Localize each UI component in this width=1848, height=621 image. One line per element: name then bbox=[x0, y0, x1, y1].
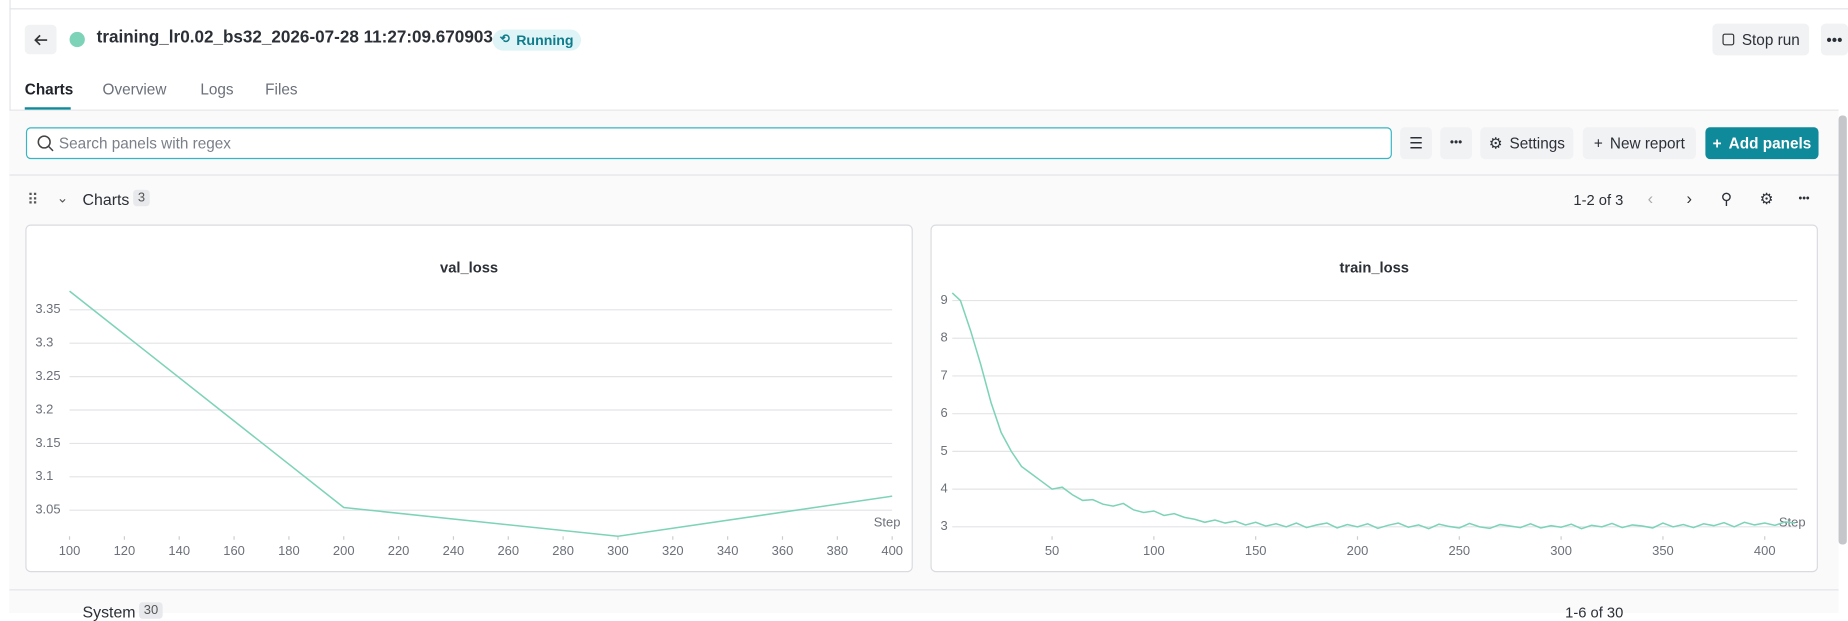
x-tick-label: 350 bbox=[1652, 543, 1674, 558]
x-tick-label: 140 bbox=[168, 543, 190, 558]
y-tick-label: 3.2 bbox=[35, 401, 53, 416]
filter-button[interactable]: ☰ bbox=[1400, 127, 1432, 160]
active-tab-underline bbox=[24, 107, 71, 110]
back-icon bbox=[33, 34, 47, 45]
y-tick-label: 3.05 bbox=[35, 502, 60, 517]
search-icon bbox=[37, 135, 54, 152]
status-dot bbox=[69, 31, 85, 48]
data-line bbox=[69, 290, 893, 538]
section-title: Charts bbox=[82, 190, 130, 209]
plus-icon: + bbox=[1593, 134, 1603, 153]
chart-title: train_loss bbox=[1339, 261, 1409, 277]
tab[interactable]: Files bbox=[265, 80, 298, 98]
y-tick-label: 6 bbox=[940, 405, 947, 420]
panel bbox=[25, 224, 913, 573]
x-tick-label: 320 bbox=[662, 543, 684, 558]
back-button[interactable] bbox=[24, 24, 57, 55]
x-tick-label: 300 bbox=[1550, 543, 1572, 558]
pin-button[interactable]: ⚲ bbox=[1720, 189, 1732, 208]
y-tick-label: 3.3 bbox=[35, 335, 53, 350]
stop-run-button[interactable]: Stop run bbox=[1712, 23, 1810, 56]
pagination: 1-2 of 3 bbox=[1573, 192, 1624, 209]
top-border bbox=[9, 0, 1848, 10]
tab[interactable]: Overview bbox=[102, 80, 167, 98]
prev-page[interactable]: ‹ bbox=[1647, 188, 1654, 208]
data-line bbox=[951, 292, 1796, 530]
y-tick-label: 3 bbox=[940, 518, 947, 533]
search-input[interactable]: Search panels with regex bbox=[25, 127, 1392, 160]
scrollbar[interactable] bbox=[1838, 115, 1847, 545]
collapse-chevron[interactable]: ⌄ bbox=[56, 189, 69, 207]
x-axis-label: Step bbox=[874, 515, 901, 530]
x-tick-label: 300 bbox=[607, 543, 629, 558]
y-tick-label: 3.1 bbox=[35, 468, 53, 483]
search-placeholder: Search panels with regex bbox=[58, 134, 231, 153]
y-tick-label: 3.15 bbox=[35, 435, 60, 450]
gear-icon: ⚙ bbox=[1488, 133, 1503, 152]
settings-button[interactable]: ⚙ Settings bbox=[1480, 127, 1574, 160]
status-text: Running bbox=[516, 31, 574, 49]
plus-icon: + bbox=[1712, 134, 1722, 153]
settings-label: Settings bbox=[1509, 134, 1565, 153]
y-tick-label: 3.35 bbox=[35, 301, 60, 316]
run-name: training_lr0.02_bs32_2026-07-28 11:27:09… bbox=[96, 28, 493, 48]
system-count: 30 bbox=[139, 602, 163, 619]
y-tick-label: 3.25 bbox=[35, 368, 60, 383]
tab[interactable]: Charts bbox=[24, 80, 74, 98]
badge-icon: ⟲ bbox=[499, 32, 510, 46]
x-tick-label: 120 bbox=[114, 543, 136, 558]
y-tick-label: 8 bbox=[940, 330, 947, 345]
add-panels-button[interactable]: + Add panels bbox=[1705, 127, 1819, 160]
x-tick-label: 360 bbox=[772, 543, 794, 558]
x-tick-label: 200 bbox=[1347, 543, 1369, 558]
more-button[interactable]: ••• bbox=[1820, 23, 1848, 56]
x-tick-label: 280 bbox=[552, 543, 574, 558]
x-tick-label: 220 bbox=[388, 543, 410, 558]
y-tick-label: 4 bbox=[940, 481, 947, 496]
chart-title: val_loss bbox=[440, 261, 498, 277]
y-tick-label: 7 bbox=[940, 367, 947, 382]
options-button[interactable]: ••• bbox=[1440, 127, 1473, 160]
stop-icon bbox=[1722, 33, 1735, 46]
new-report-label: New report bbox=[1609, 134, 1685, 153]
x-tick-label: 240 bbox=[443, 543, 465, 558]
section-divider bbox=[9, 174, 1839, 176]
stop-run-label: Stop run bbox=[1741, 30, 1800, 49]
x-tick-label: 400 bbox=[1754, 543, 1776, 558]
tab-divider bbox=[9, 109, 1839, 111]
system-divider bbox=[9, 589, 1839, 591]
y-tick-label: 9 bbox=[940, 292, 947, 307]
x-tick-label: 250 bbox=[1448, 543, 1470, 558]
tab[interactable]: Logs bbox=[200, 80, 234, 98]
panel bbox=[930, 224, 1818, 573]
x-tick-label: 380 bbox=[827, 543, 849, 558]
x-tick-label: 100 bbox=[1143, 543, 1165, 558]
x-tick-label: 150 bbox=[1245, 543, 1267, 558]
section-count: 3 bbox=[133, 189, 150, 207]
system-title: System bbox=[82, 603, 136, 621]
section-settings[interactable]: ⚙ bbox=[1759, 189, 1774, 208]
drag-handle[interactable]: ⠿ bbox=[27, 190, 39, 209]
x-tick-label: 160 bbox=[223, 543, 245, 558]
x-tick-label: 100 bbox=[59, 543, 81, 558]
x-tick-label: 50 bbox=[1045, 543, 1059, 558]
status-badge: ⟲ Running bbox=[492, 29, 581, 51]
x-tick-label: 200 bbox=[333, 543, 355, 558]
add-panels-label: Add panels bbox=[1728, 134, 1812, 153]
y-tick-label: 5 bbox=[940, 443, 947, 458]
section-more[interactable]: ••• bbox=[1798, 192, 1810, 204]
next-page[interactable]: › bbox=[1686, 188, 1693, 208]
x-tick-label: 400 bbox=[881, 543, 903, 558]
x-tick-label: 180 bbox=[278, 543, 300, 558]
x-tick-label: 340 bbox=[717, 543, 739, 558]
x-tick-label: 260 bbox=[497, 543, 519, 558]
new-report-button[interactable]: + New report bbox=[1582, 127, 1696, 160]
